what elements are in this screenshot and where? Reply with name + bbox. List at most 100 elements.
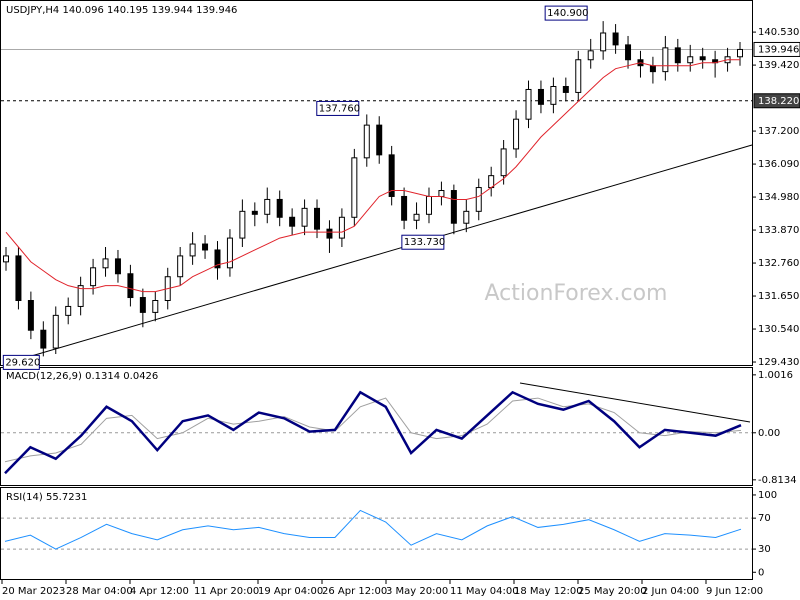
x-tick-label: 11 Apr 20:00 xyxy=(194,586,259,597)
candle-body xyxy=(15,255,22,302)
candle-body xyxy=(376,124,383,156)
candle-body xyxy=(202,243,209,251)
indicator-line xyxy=(4,397,742,463)
candle-body xyxy=(737,48,743,58)
y-tick-label: 133.870 xyxy=(758,225,799,236)
candle-body xyxy=(276,198,283,218)
y-tick-label: 137.200 xyxy=(758,126,799,137)
candle-body xyxy=(314,207,321,230)
candle-body xyxy=(413,213,420,221)
candle-body xyxy=(649,65,656,73)
y-tick-label: 134.980 xyxy=(758,192,799,203)
candle-body xyxy=(301,207,308,227)
candle-body xyxy=(401,195,408,221)
candle-body xyxy=(475,187,482,212)
candle-body xyxy=(139,297,146,313)
candle-body xyxy=(226,237,233,269)
candle-body xyxy=(537,88,544,105)
candle-body xyxy=(251,210,258,215)
x-tick-label: 20 Mar 2023 xyxy=(2,586,65,597)
y-tick-label: 130.540 xyxy=(758,324,799,335)
candle-body xyxy=(463,210,470,224)
candle-body xyxy=(513,118,520,150)
candle-body xyxy=(575,59,582,93)
candle-body xyxy=(3,255,9,263)
macd-trendline xyxy=(519,382,751,423)
indicator-line xyxy=(4,509,742,550)
y-tick-label: 1.0016 xyxy=(758,370,793,381)
candle-body xyxy=(662,47,669,73)
candle-body xyxy=(127,273,134,299)
annotation: 137.760 xyxy=(319,103,360,114)
candle-body xyxy=(27,300,34,331)
y-tick-label: 70 xyxy=(758,513,771,524)
x-tick-label: 19 Apr 04:00 xyxy=(258,586,323,597)
candle-body xyxy=(388,154,395,197)
y-tick-label: 132.760 xyxy=(758,258,799,269)
rsi-panel xyxy=(0,487,753,580)
y-tick-label: -0.8134 xyxy=(758,475,797,486)
candle-body xyxy=(525,88,532,120)
candle-body xyxy=(189,243,196,257)
x-tick-label: 18 May 12:00 xyxy=(514,586,583,597)
candle-body xyxy=(612,32,619,46)
annotation: 133.730 xyxy=(404,237,445,248)
y-tick-label: 139.420 xyxy=(758,60,799,71)
candle-body xyxy=(326,228,333,239)
price-level-box xyxy=(753,93,800,109)
candle-body xyxy=(114,258,121,275)
candle-body xyxy=(438,190,445,197)
trendline xyxy=(27,144,753,358)
annotation-box xyxy=(544,5,588,21)
candle-body xyxy=(363,124,370,159)
y-tick-label: 30 xyxy=(758,544,771,555)
candle-body xyxy=(587,50,594,61)
x-tick-label: 25 May 20:00 xyxy=(578,586,647,597)
watermark: ActionForex.com xyxy=(485,281,668,306)
candle-body xyxy=(425,195,432,215)
candle-body xyxy=(102,258,109,269)
y-tick-label: 0.00 xyxy=(758,428,780,439)
moving-average xyxy=(5,59,740,293)
candle-body xyxy=(450,190,457,224)
y-tick-label: 0 xyxy=(758,567,764,578)
chart-title: USDJPY,H4 140.096 140.195 139.944 139.94… xyxy=(6,5,237,16)
rsi-title: RSI(14) 55.7231 xyxy=(6,492,87,503)
macd-panel xyxy=(0,367,753,486)
y-tick-label: 140.530 xyxy=(758,27,799,38)
x-tick-label: 11 May 04:00 xyxy=(450,586,519,597)
y-tick-label: 100 xyxy=(758,490,777,501)
x-tick-label: 26 Apr 12:00 xyxy=(322,586,387,597)
candle-body xyxy=(40,329,47,349)
candle-body xyxy=(674,47,681,64)
candle-body xyxy=(289,216,296,227)
annotation-box xyxy=(401,234,445,250)
candle-body xyxy=(77,285,84,307)
y-tick-label: 136.090 xyxy=(758,159,799,170)
candle-body xyxy=(90,267,97,287)
price-level-label: 139.946 xyxy=(758,44,799,55)
price-level-box xyxy=(753,41,800,57)
candle-body xyxy=(625,44,632,61)
candle-body xyxy=(152,300,159,313)
annotation-box xyxy=(2,354,40,370)
price-panel xyxy=(0,0,753,366)
price-level-label: 138.220 xyxy=(758,96,799,107)
candle-body xyxy=(65,305,72,316)
candle-body xyxy=(600,32,607,52)
annotation: 29.620 xyxy=(5,357,40,368)
y-tick-label: 131.650 xyxy=(758,291,799,302)
candle-body xyxy=(177,255,184,278)
x-tick-label: 2 Jun 04:00 xyxy=(642,586,699,597)
candle-body xyxy=(550,85,557,105)
candle-body xyxy=(214,249,221,269)
indicator-line xyxy=(4,390,742,475)
candle-body xyxy=(351,157,358,218)
candle-body xyxy=(52,314,59,349)
annotation-box xyxy=(316,100,360,116)
candle-body xyxy=(687,56,694,64)
candle-body xyxy=(699,56,706,61)
macd-title: MACD(12,26,9) 0.1314 0.0426 xyxy=(6,371,158,382)
